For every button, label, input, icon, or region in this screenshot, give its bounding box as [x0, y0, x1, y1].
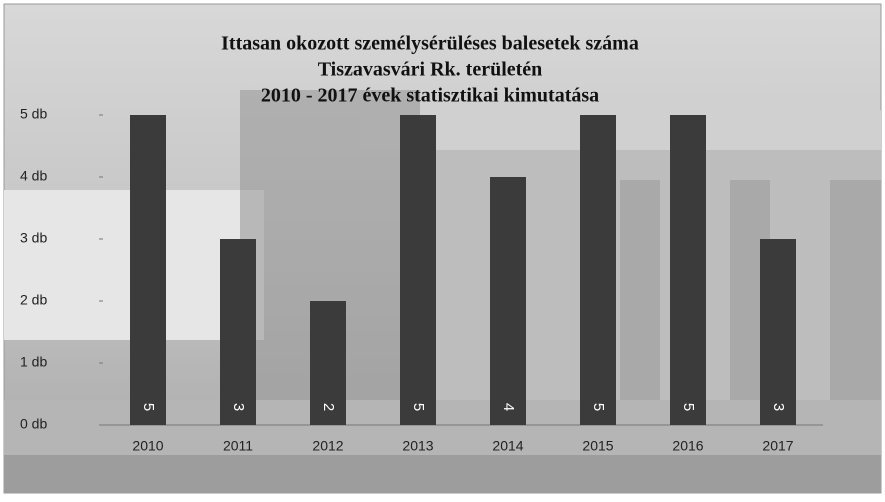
- bar: [310, 301, 346, 425]
- data-label: 3: [770, 403, 787, 411]
- x-tick-label: 2010: [132, 438, 163, 454]
- title: Ittasan okozott személysérüléses baleset…: [221, 33, 639, 107]
- data-label: 2: [320, 403, 337, 411]
- x-tick-label: 2012: [312, 438, 343, 454]
- y-tick-label: 5 db: [20, 106, 47, 122]
- x-tick-label: 2011: [223, 438, 253, 454]
- x-tick-label: 2013: [402, 438, 433, 454]
- title-line: 2010 - 2017 évek statisztikai kimutatása: [261, 85, 599, 107]
- data-label: 5: [410, 403, 427, 411]
- title-line: Tiszavasvári Rk. területén: [318, 59, 543, 81]
- bar: [130, 115, 166, 425]
- x-tick-label: 2014: [492, 438, 523, 454]
- data-label: 5: [140, 403, 157, 411]
- data-label: 4: [500, 403, 517, 411]
- title-line: Ittasan okozott személysérüléses baleset…: [221, 33, 639, 55]
- bar: [580, 115, 616, 425]
- x-tick-label: 2015: [582, 438, 613, 454]
- y-tick-label: 3 db: [20, 230, 47, 246]
- data-label: 5: [680, 403, 697, 411]
- bar: [670, 115, 706, 425]
- data-label: 5: [590, 403, 607, 411]
- data-label: 3: [230, 403, 247, 411]
- bar: [490, 177, 526, 425]
- x-tick-label: 2017: [762, 438, 793, 454]
- y-tick-label: 4 db: [20, 168, 47, 184]
- bar: [760, 239, 796, 425]
- y-tick-label: 0 db: [20, 416, 47, 432]
- y-tick-label: 2 db: [20, 292, 47, 308]
- x-tick-label: 2016: [672, 438, 703, 454]
- y-tick-label: 1 db: [20, 354, 47, 370]
- bar: [400, 115, 436, 425]
- bar: [220, 239, 256, 425]
